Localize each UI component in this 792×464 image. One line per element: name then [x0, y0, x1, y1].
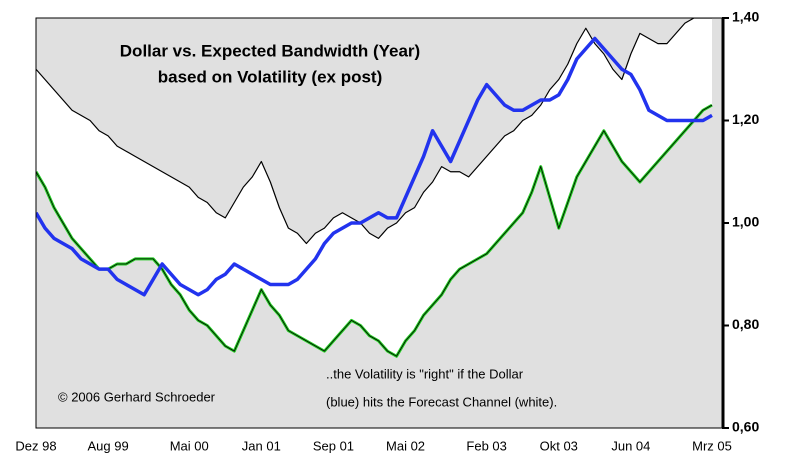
x-tick-label: Jan 01	[242, 438, 281, 453]
x-tick-label: Jun 04	[611, 438, 650, 453]
x-tick-label: Mrz 05	[692, 438, 732, 453]
series-line	[36, 18, 712, 245]
x-tick-label: Sep 01	[313, 438, 354, 453]
y-tick-label: 1,00	[732, 214, 759, 230]
y-tick-label: 1,40	[732, 9, 759, 25]
x-tick-label: Feb 03	[466, 438, 506, 453]
y-tick-label: 1,20	[732, 111, 759, 127]
y-tick-label: 0,60	[732, 419, 759, 435]
plot-area	[36, 18, 722, 428]
x-tick-label: Mai 02	[386, 438, 425, 453]
x-tick-label: Aug 99	[88, 438, 129, 453]
annotation: ..the Volatility is "right" if the Dolla…	[326, 366, 524, 381]
labels: Dollar vs. Expected Bandwidth (Year) bas…	[15, 9, 759, 454]
chart-subtitle: based on Volatility (ex post)	[158, 67, 383, 86]
y-tick-label: 0,80	[732, 316, 759, 332]
chart-title: Dollar vs. Expected Bandwidth (Year)	[120, 41, 420, 60]
copyright: © 2006 Gerhard Schroeder	[58, 389, 216, 404]
annotation: (blue) hits the Forecast Channel (white)…	[326, 394, 557, 409]
x-tick-label: Mai 00	[170, 438, 209, 453]
forecast-channel	[36, 18, 712, 357]
x-tick-label: Okt 03	[540, 438, 578, 453]
x-tick-label: Dez 98	[15, 438, 56, 453]
lower-band-core	[36, 104, 713, 357]
series-line	[36, 36, 713, 297]
